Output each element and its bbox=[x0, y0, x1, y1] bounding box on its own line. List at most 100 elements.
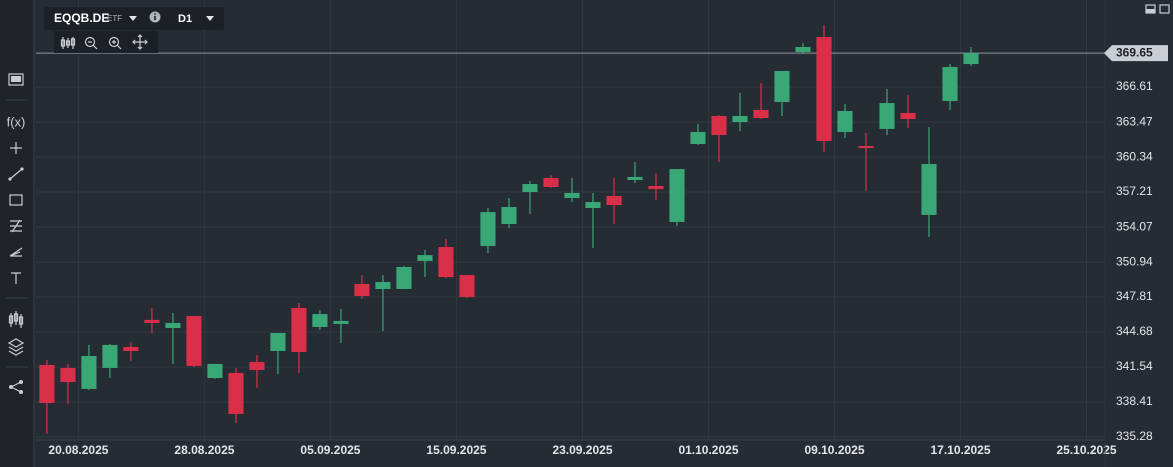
y-tick-label: 350.94 bbox=[1116, 254, 1153, 268]
candle-body bbox=[438, 247, 454, 278]
symbol-dropdown[interactable] bbox=[129, 16, 137, 21]
candle-body bbox=[39, 364, 55, 404]
toolbar-bg bbox=[0, 0, 34, 467]
zoom-in[interactable] bbox=[108, 36, 120, 48]
tool-share-dot bbox=[9, 385, 13, 389]
candle-body bbox=[543, 177, 559, 188]
x-tick-label: 28.08.2025 bbox=[174, 443, 234, 457]
timeframe-dropdown[interactable] bbox=[206, 16, 214, 21]
candle-body bbox=[102, 344, 118, 368]
y-tick-label: 354.07 bbox=[1116, 219, 1153, 233]
tool-trendline-dot bbox=[20, 167, 24, 171]
candle-body bbox=[522, 184, 538, 193]
tool-fibonacci[interactable] bbox=[10, 219, 22, 233]
candle-body bbox=[606, 195, 622, 206]
candle-body bbox=[480, 212, 496, 247]
current-price-tag bbox=[1104, 45, 1168, 62]
instrument-type: ETF bbox=[107, 14, 122, 23]
candle-body bbox=[312, 314, 328, 327]
zoom-out-mark bbox=[88, 41, 98, 50]
candle-body bbox=[228, 372, 244, 414]
candle-body bbox=[333, 320, 349, 324]
candle-body bbox=[249, 362, 265, 370]
candle-body bbox=[123, 346, 139, 351]
symbol-box: EQQB.DE ETF D1 bbox=[44, 7, 224, 53]
candle-body bbox=[711, 116, 727, 135]
y-tick-label: 335.28 bbox=[1116, 429, 1153, 443]
zoom-out[interactable] bbox=[84, 36, 96, 48]
candle-body bbox=[375, 281, 391, 290]
x-tick-label: 09.10.2025 bbox=[804, 443, 864, 457]
info-icon-mark bbox=[154, 16, 156, 20]
candle-body bbox=[921, 164, 937, 215]
info-icon-dot bbox=[154, 13, 156, 15]
candle-body bbox=[291, 307, 307, 352]
candle-body bbox=[858, 146, 874, 149]
chart-type-button[interactable] bbox=[60, 37, 76, 49]
tool-trendline[interactable] bbox=[9, 168, 23, 180]
tool-layers[interactable] bbox=[7, 338, 25, 356]
y-tick-label: 347.81 bbox=[1116, 289, 1153, 303]
y-tick-label: 357.21 bbox=[1116, 184, 1153, 198]
left-toolbar: f(x) bbox=[0, 0, 35, 467]
candle-body bbox=[732, 116, 748, 123]
candle-body bbox=[501, 207, 517, 224]
tool-crosshair[interactable] bbox=[10, 142, 22, 154]
candle-body bbox=[669, 169, 685, 222]
x-tick-label: 25.10.2025 bbox=[1056, 443, 1116, 457]
plot-area: 335.28 338.41 341.54 344.68 347.81 350.94 354.… bbox=[36, 0, 1168, 467]
x-tick-label: 20.08.2025 bbox=[48, 443, 108, 457]
y-tick-label: 363.47 bbox=[1116, 114, 1153, 128]
tools-row-bg bbox=[54, 31, 158, 53]
candle-body bbox=[459, 275, 475, 298]
y-tick-label: 360.34 bbox=[1116, 149, 1153, 163]
candle-body bbox=[207, 363, 223, 379]
candle-body bbox=[354, 283, 370, 297]
tool-rectangle[interactable] bbox=[9, 194, 23, 206]
candle-body bbox=[144, 319, 160, 323]
candle-body bbox=[648, 186, 664, 190]
candle-body bbox=[585, 201, 601, 209]
candle-body bbox=[564, 192, 580, 198]
pan-button[interactable] bbox=[132, 34, 148, 50]
tool-trendline-dot bbox=[8, 177, 12, 181]
candle-body bbox=[816, 37, 832, 142]
candle-body bbox=[774, 70, 790, 103]
tool-fan[interactable] bbox=[9, 247, 23, 257]
candle-body bbox=[627, 176, 643, 180]
tool-share-dot bbox=[19, 380, 23, 384]
x-tick-label: 15.09.2025 bbox=[426, 443, 486, 457]
candle-body bbox=[60, 367, 76, 383]
candle-body bbox=[963, 53, 979, 65]
tool-indicators[interactable] bbox=[8, 311, 24, 328]
candle-body bbox=[186, 316, 202, 366]
candle-body bbox=[396, 266, 412, 290]
y-tick-label: 344.68 bbox=[1116, 324, 1153, 338]
candle-body bbox=[879, 103, 895, 129]
y-tick-label: 338.41 bbox=[1116, 394, 1153, 408]
x-tick-label: 23.09.2025 bbox=[552, 443, 612, 457]
timeframe[interactable]: D1 bbox=[178, 13, 192, 25]
tool-function[interactable]: f(x) bbox=[7, 114, 26, 129]
tool-layout[interactable] bbox=[8, 73, 24, 86]
y-tick-label: 341.54 bbox=[1116, 359, 1153, 373]
candle-body bbox=[900, 112, 916, 120]
candle-body bbox=[417, 255, 433, 261]
tool-share-dot bbox=[19, 390, 23, 394]
current-price-label: 369.65 bbox=[1116, 45, 1153, 59]
symbol[interactable]: EQQB.DE bbox=[54, 11, 109, 25]
candle-body bbox=[81, 356, 97, 389]
x-tick-label: 17.10.2025 bbox=[930, 443, 990, 457]
window-maximize[interactable] bbox=[1159, 4, 1170, 14]
window-minimize-fill bbox=[1146, 9, 1155, 13]
tool-text[interactable] bbox=[11, 272, 21, 284]
candle-body bbox=[690, 131, 706, 145]
candle-body bbox=[165, 322, 181, 328]
tool-layout-fill bbox=[11, 76, 21, 82]
zoom-in-mark bbox=[112, 40, 122, 50]
candle-body bbox=[795, 46, 811, 53]
y-tick-label: 366.61 bbox=[1116, 79, 1153, 93]
candle-body bbox=[270, 333, 286, 351]
